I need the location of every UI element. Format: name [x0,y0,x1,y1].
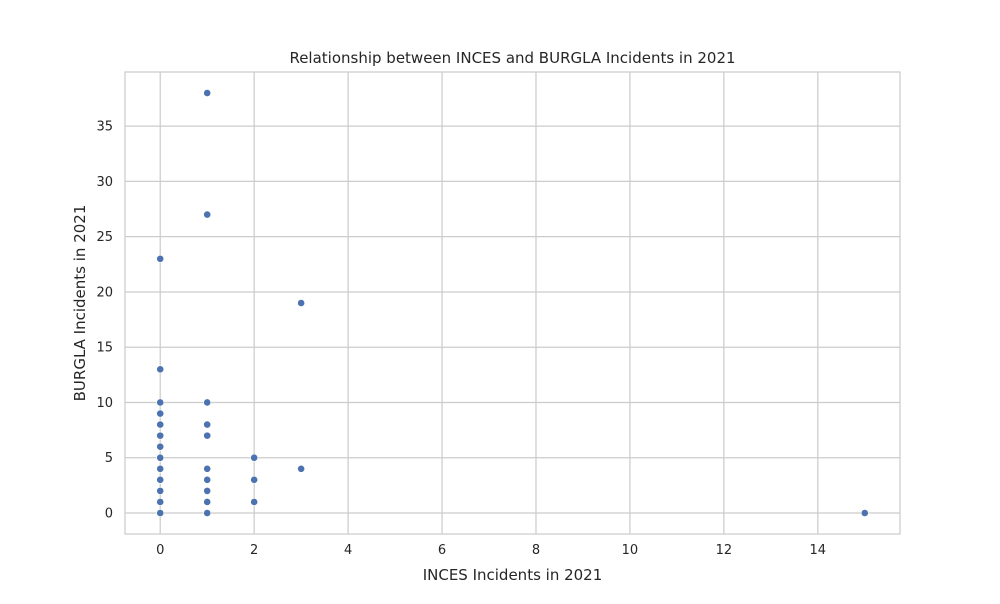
scatter-point [860,509,869,517]
scatter-point [203,210,212,219]
scatter-point [156,442,165,451]
scatter-point [203,420,212,429]
y-tick-label: 5 [105,451,113,466]
scatter-point [156,431,165,440]
scatter-point [250,475,259,484]
x-tick-label: 8 [532,543,540,558]
scatter-point [156,453,165,462]
scatter-point [203,475,212,484]
x-tick-label: 6 [438,543,446,558]
x-axis-label: INCES Incidents in 2021 [423,566,603,584]
y-tick-label: 35 [96,120,113,135]
y-tick-label: 15 [96,341,113,356]
scatter-point [203,464,212,473]
scatter-point [203,498,212,506]
scatter-point [156,398,165,407]
x-tick-label: 10 [622,543,639,558]
x-tick-labels: 0 2 4 6 8 10 12 14 [156,543,826,558]
scatter-point [203,509,212,517]
scatter-point [156,420,165,429]
scatter-point [156,464,165,473]
chart-title: Relationship between INCES and BURGLA In… [289,49,735,67]
y-tick-label: 10 [96,396,113,411]
x-tick-label: 4 [344,543,352,558]
y-tick-label: 25 [96,230,113,245]
x-tick-label: 0 [156,543,164,558]
scatter-point [203,89,212,97]
x-tick-label: 12 [716,543,733,558]
x-tick-label: 2 [250,543,258,558]
x-tick-label: 14 [810,543,827,558]
scatter-point [203,486,212,495]
scatter-point [203,398,212,407]
grid-lines [125,72,900,534]
y-axis-label: BURGLA Incidents in 2021 [71,205,89,402]
scatter-point [156,365,165,374]
y-tick-label: 30 [96,175,113,190]
scatter-point [250,498,259,506]
scatter-point [297,464,306,473]
plot-area-frame [124,71,901,535]
scatter-point [156,254,165,263]
scatter-point [156,475,165,484]
y-tick-label: 20 [96,285,113,300]
scatter-point [297,299,306,307]
scatter-point [203,431,212,440]
scatter-point [250,453,259,462]
scatter-point [156,486,165,495]
scatter-point [156,409,165,418]
scatter-point [156,498,165,506]
scatter-points [156,89,869,517]
y-tick-labels: 0 5 10 15 20 25 30 35 [96,120,113,522]
y-tick-label: 0 [105,507,113,522]
scatter-point [156,509,165,517]
